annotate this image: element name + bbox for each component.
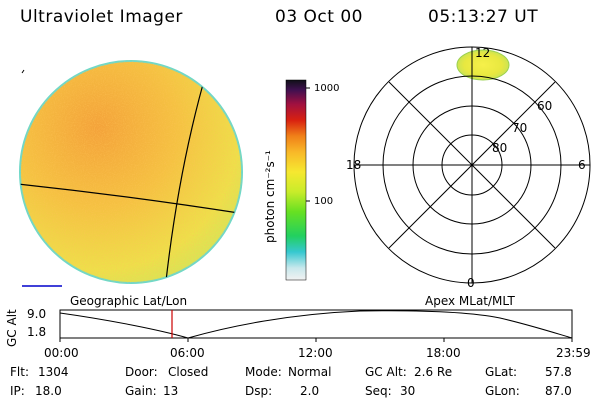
gain-value: 13 <box>163 384 179 398</box>
mlt-label-12: 12 <box>475 46 491 60</box>
mode-value: Normal <box>288 365 332 379</box>
lat-label-80: 80 <box>492 141 508 155</box>
alt-tick-9: 9.0 <box>27 307 47 321</box>
lat-label-60: 60 <box>537 99 553 113</box>
glon-label: GLon: <box>485 384 520 398</box>
gcalt-label: GC Alt: <box>365 365 407 379</box>
lat-label-70: 70 <box>512 121 528 135</box>
alt-tick-1.8: 1.8 <box>27 325 47 339</box>
door-label: Door: <box>125 365 158 379</box>
glon-value: 87.0 <box>545 384 572 398</box>
flt-value: 1304 <box>38 365 69 379</box>
disk-noise <box>20 61 242 283</box>
mlt-label-0: 0 <box>467 276 475 290</box>
colorbar-tick-1000: 1000 <box>314 83 340 94</box>
gain-label: Gain: <box>125 384 157 398</box>
seq-value: 30 <box>400 384 416 398</box>
mlt-label-6: 6 <box>578 158 586 172</box>
tick-mark <box>21 69 25 74</box>
instrument-title: Ultraviolet Imager <box>20 7 183 27</box>
dsp-label: Dsp: <box>245 384 273 398</box>
apex-label: Apex MLat/MLT <box>425 294 515 308</box>
flt-label: Flt: <box>10 365 29 379</box>
altitude-curve <box>59 310 573 339</box>
meridian-line <box>164 69 208 283</box>
glat-label: GLat: <box>485 365 518 379</box>
glat-value: 57.8 <box>545 365 572 379</box>
latitude-line <box>20 183 242 215</box>
time-tick-1800: 18:00 <box>426 346 461 360</box>
time-tick-0000: 00:00 <box>44 346 79 360</box>
time-tick-1200: 12:00 <box>298 346 333 360</box>
seq-label: Seq: <box>365 384 392 398</box>
date-label: 03 Oct 00 <box>275 7 363 27</box>
dsp-value: 2.0 <box>300 384 320 398</box>
geographic-label: Geographic Lat/Lon <box>70 294 188 308</box>
ip-value: 18.0 <box>35 384 62 398</box>
gcalt-value: 2.6 Re <box>414 365 453 379</box>
time-label: 05:13:27 UT <box>428 7 539 27</box>
time-tick-0600: 06:00 <box>170 346 205 360</box>
mode-label: Mode: <box>245 365 282 379</box>
colorbar-tick-100: 100 <box>314 196 334 207</box>
ip-label: IP: <box>10 384 25 398</box>
door-value: Closed <box>168 365 209 379</box>
mlt-label-18: 18 <box>346 158 362 172</box>
auroral-oval <box>456 49 510 81</box>
time-tick-2359: 23:59 <box>556 346 591 360</box>
